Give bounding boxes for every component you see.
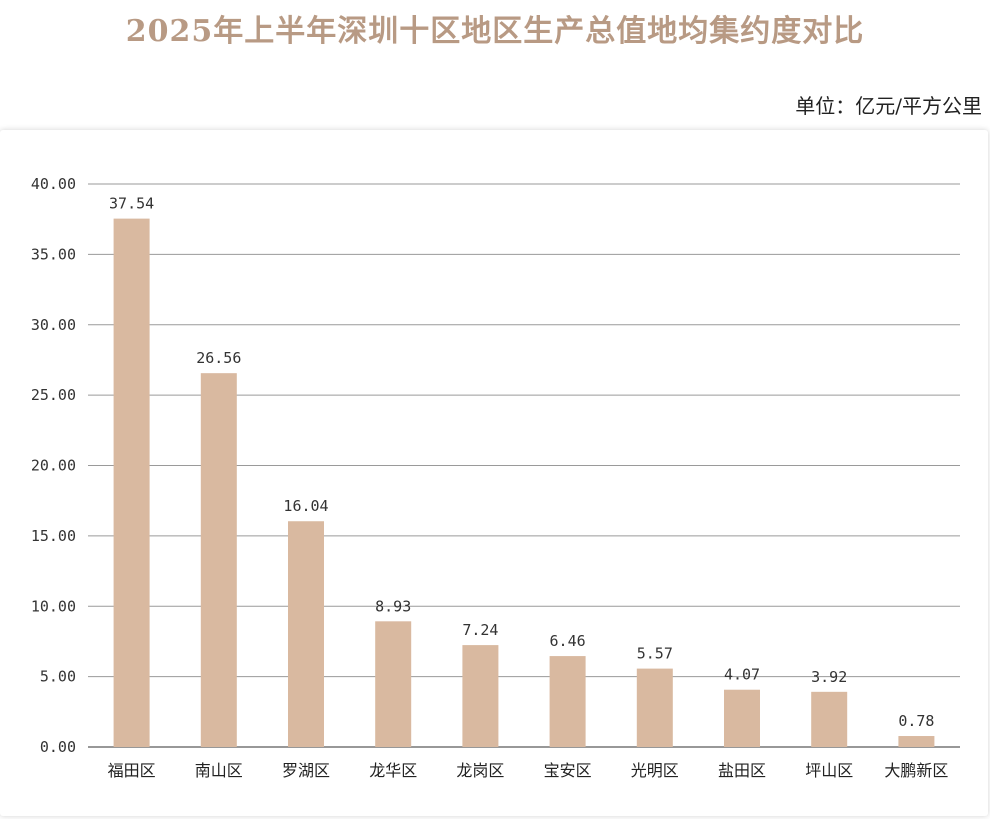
y-tick-label: 40.00 bbox=[31, 175, 76, 193]
data-label: 16.04 bbox=[283, 497, 328, 515]
y-tick-label: 25.00 bbox=[31, 386, 76, 404]
x-tick-label: 龙华区 bbox=[369, 761, 417, 780]
y-tick-label: 10.00 bbox=[31, 597, 76, 615]
x-tick-label: 盐田区 bbox=[718, 761, 766, 780]
bar bbox=[462, 645, 499, 747]
bar bbox=[811, 691, 848, 747]
data-label: 26.56 bbox=[196, 349, 241, 367]
bar bbox=[898, 736, 935, 747]
data-label: 6.46 bbox=[550, 632, 586, 650]
y-tick-label: 5.00 bbox=[40, 668, 76, 686]
bar bbox=[636, 668, 673, 747]
x-tick-label: 光明区 bbox=[631, 761, 679, 780]
x-tick-label: 南山区 bbox=[195, 761, 243, 780]
y-tick-label: 30.00 bbox=[31, 316, 76, 334]
x-tick-label: 坪山区 bbox=[805, 761, 853, 780]
data-label: 8.93 bbox=[375, 597, 411, 615]
x-tick-label: 宝安区 bbox=[544, 761, 592, 780]
data-label: 5.57 bbox=[637, 645, 673, 663]
x-tick-label: 罗湖区 bbox=[282, 761, 330, 780]
y-tick-label: 15.00 bbox=[31, 527, 76, 545]
unit-label: 单位：亿元/平方公里 bbox=[795, 94, 982, 118]
data-label: 7.24 bbox=[462, 621, 498, 639]
data-label: 3.92 bbox=[811, 668, 847, 686]
data-label: 4.07 bbox=[724, 666, 760, 684]
y-tick-label: 0.00 bbox=[40, 738, 76, 756]
bar bbox=[724, 689, 760, 747]
bar bbox=[549, 656, 586, 747]
x-tick-label: 龙岗区 bbox=[456, 761, 504, 780]
bar bbox=[375, 621, 412, 747]
y-tick-label: 20.00 bbox=[31, 457, 76, 475]
chart-title: 2025年上半年深圳十区地区生产总值地均集约度对比 bbox=[125, 14, 865, 49]
bar bbox=[113, 218, 150, 747]
data-label: 0.78 bbox=[898, 712, 934, 730]
bar bbox=[200, 373, 237, 747]
x-tick-label: 福田区 bbox=[108, 761, 156, 780]
bar bbox=[288, 521, 324, 747]
data-label: 37.54 bbox=[109, 195, 154, 213]
y-tick-label: 35.00 bbox=[31, 245, 76, 263]
x-tick-label: 大鹏新区 bbox=[884, 761, 948, 780]
